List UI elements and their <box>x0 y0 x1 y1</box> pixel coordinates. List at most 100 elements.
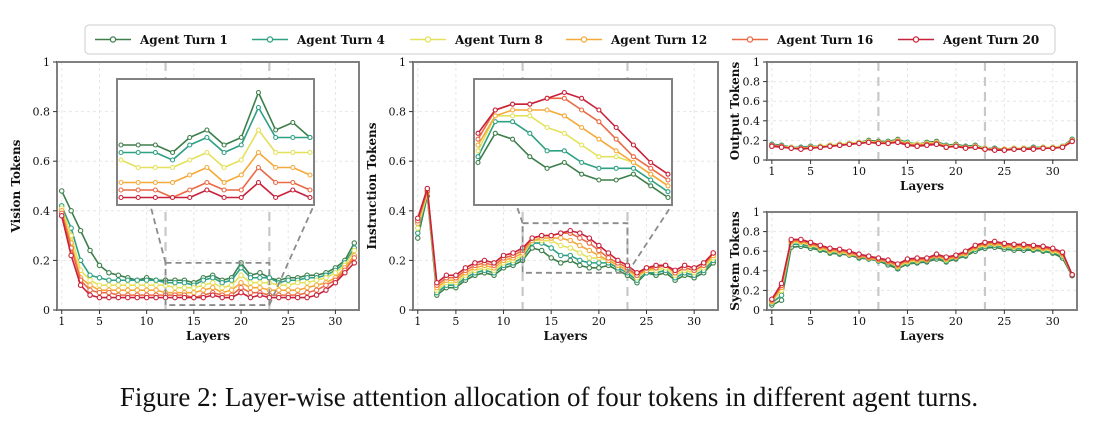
panel-output-tokens-xtick-label: 30 <box>1046 165 1060 178</box>
panel-vision-tokens-inset-point-agent-turn-12-layer-18 <box>221 179 227 186</box>
panel-output-tokens-xtick-label: 20 <box>949 165 963 178</box>
panel-vision-tokens-inset-frame <box>116 78 315 206</box>
panel-output-tokens-point-agent-turn-20-layer-8 <box>836 142 843 149</box>
panel-system-tokens-ytick-label: 0.6 <box>743 245 761 258</box>
panel-system-tokens-point-agent-turn-20-layer-9 <box>846 248 853 254</box>
panel-vision-tokens-inset-series-line-agent-turn-4 <box>121 106 310 161</box>
panel-instruction-tokens-inset-point-agent-turn-8-layer-14 <box>509 113 516 119</box>
panel-vision-tokens-inset-point-agent-turn-20-layer-21 <box>273 194 279 201</box>
panel-output-tokens-ytick-label: 1 <box>753 56 760 69</box>
panel-instruction-tokens-inset-point-agent-turn-1-layer-20 <box>613 177 619 183</box>
panel-output-tokens-ytick-label: 0.2 <box>743 134 761 147</box>
panel-instruction-tokens-xtick-label: 30 <box>687 315 701 328</box>
panel-system-tokens-point-agent-turn-20-layer-12 <box>875 255 882 261</box>
panel-instruction-tokens-point-agent-turn-20-layer-15 <box>548 232 554 239</box>
panel-vision-tokens-point-agent-turn-8-layer-4 <box>87 277 93 283</box>
panel-vision-tokens-ytick-label: 0.4 <box>33 205 51 218</box>
panel-vision-tokens-point-agent-turn-16-layer-29 <box>323 282 329 288</box>
legend-marker-agent-turn-1 <box>109 36 117 43</box>
figure-canvas: Agent Turn 1 Agent Turn 4 Agent Turn 8 Agen… <box>9 24 1078 343</box>
panel-vision-tokens-inset-series-line-agent-turn-16 <box>121 166 311 199</box>
panel-system-tokens-point-agent-turn-20-layer-1 <box>769 296 775 302</box>
panel-output-tokens-xtick-label: 1 <box>768 165 775 178</box>
panel-system-tokens-point-agent-turn-20-layer-24 <box>991 238 998 245</box>
panel-vision-tokens-point-agent-turn-12-layer-8 <box>125 287 131 293</box>
panel-vision-tokens-point-agent-turn-1-layer-6 <box>106 270 112 276</box>
legend-marker-agent-turn-16 <box>746 36 754 43</box>
panel-system-tokens-point-agent-turn-20-layer-17 <box>924 255 930 261</box>
panel-instruction-tokens-point-agent-turn-8-layer-19 <box>586 255 593 261</box>
panel-vision-tokens-point-agent-turn-12-layer-16 <box>200 287 207 293</box>
panel-instruction-tokens-inset-point-agent-turn-12-layer-21 <box>630 159 637 166</box>
panel-vision-tokens-point-agent-turn-20-layer-29 <box>323 287 329 293</box>
panel-vision-tokens-point-agent-turn-20-layer-27 <box>304 294 310 301</box>
panel-output-tokens-point-agent-turn-20-layer-19 <box>943 144 949 151</box>
panel-system-tokens-point-agent-turn-20-layer-32 <box>1069 271 1075 278</box>
panel-vision-tokens-zoom-connector <box>268 204 315 306</box>
panel-output-tokens-point-agent-turn-20-layer-28 <box>1030 146 1037 152</box>
legend-label-agent-turn-20: Agent Turn 20 <box>942 33 1039 47</box>
panel-system-tokens-point-agent-turn-20-layer-21 <box>962 248 969 254</box>
panel-vision-tokens-point-agent-turn-1-layer-4 <box>87 247 93 254</box>
panel-system-tokens-point-agent-turn-20-layer-14 <box>895 261 901 267</box>
panel-vision-tokens-point-agent-turn-12-layer-28 <box>313 282 320 288</box>
legend-label-agent-turn-4: Agent Turn 4 <box>296 33 385 47</box>
panel-instruction-tokens-point-agent-turn-8-layer-1 <box>415 225 421 231</box>
panel-vision-tokens-point-agent-turn-20-layer-17 <box>209 292 216 298</box>
panel-vision-tokens-inset-point-agent-turn-12-layer-23 <box>307 172 313 178</box>
panel-vision-tokens-inset-point-agent-turn-12-layer-17 <box>204 164 210 171</box>
panel-output-tokens-xtick-label: 25 <box>997 165 1011 178</box>
panel-vision-tokens-point-agent-turn-8-layer-8 <box>125 282 131 288</box>
panel-instruction-tokens-inset-point-agent-turn-12-layer-23 <box>665 183 671 189</box>
panel-vision-tokens-inset-point-agent-turn-8-layer-19 <box>238 157 244 163</box>
panel-vision-tokens-point-agent-turn-1-layer-1 <box>58 188 65 194</box>
panel-instruction-tokens-inset-point-agent-turn-4-layer-16 <box>544 148 550 154</box>
panel-vision-tokens-inset-point-agent-turn-8-layer-18 <box>221 164 227 171</box>
panel-system-tokens-ytick-label: 0.8 <box>743 226 761 239</box>
panel-instruction-tokens-point-agent-turn-20-layer-24 <box>634 270 640 276</box>
panel-output-tokens-point-agent-turn-20-layer-3 <box>788 145 794 151</box>
panel-instruction-tokens-point-agent-turn-8-layer-16 <box>557 242 564 249</box>
panel-vision-tokens-point-agent-turn-20-layer-25 <box>285 294 291 301</box>
panel-vision-tokens-point-agent-turn-20-layer-16 <box>200 294 207 301</box>
panel-instruction-tokens-point-agent-turn-20-layer-5 <box>453 272 459 279</box>
panel-instruction-tokens-point-agent-turn-1-layer-1 <box>415 235 421 241</box>
panel-instruction-tokens-inset-point-agent-turn-12-layer-22 <box>648 171 654 177</box>
panel-instruction-tokens-point-agent-turn-20-layer-1 <box>415 215 421 221</box>
panel-instruction-tokens-point-agent-turn-1-layer-14 <box>538 247 545 254</box>
panel-output-tokens-point-agent-turn-20-layer-26 <box>1011 146 1017 152</box>
panel-output-tokens-point-agent-turn-20-layer-10 <box>856 140 862 147</box>
legend-label-agent-turn-12: Agent Turn 12 <box>610 33 707 47</box>
panel-instruction-tokens-inset-point-agent-turn-12-layer-14 <box>509 107 516 113</box>
panel-vision-tokens-inset-point-agent-turn-1-layer-21 <box>273 127 279 133</box>
panel-vision-tokens-inset-point-agent-turn-1-layer-16 <box>187 134 193 141</box>
panel-vision-tokens-inset-point-agent-turn-16-layer-12 <box>118 187 124 193</box>
panel-vision-tokens-point-agent-turn-8-layer-20 <box>238 272 244 279</box>
panel-instruction-tokens-point-agent-turn-20-layer-13 <box>529 235 535 241</box>
panel-vision-tokens-inset-point-agent-turn-20-layer-20 <box>255 179 262 186</box>
panel-instruction-tokens-point-agent-turn-20-layer-21 <box>605 250 612 256</box>
panel-vision-tokens-inset-point-agent-turn-16-layer-21 <box>273 179 279 186</box>
panel-instruction-tokens-point-agent-turn-8-layer-18 <box>577 250 583 256</box>
panel-instruction-tokens-point-agent-turn-20-layer-25 <box>643 265 650 271</box>
panel-vision-tokens-ytick-label: 0.6 <box>33 155 51 168</box>
panel-instruction-tokens-inset-point-agent-turn-1-layer-15 <box>527 154 533 160</box>
panel-vision-tokens-point-agent-turn-20-layer-21 <box>247 294 254 301</box>
panel-instruction-tokens-point-agent-turn-20-layer-10 <box>500 252 507 259</box>
panel-vision-tokens-inset-point-agent-turn-12-layer-19 <box>238 172 244 178</box>
panel-output-tokens-point-agent-turn-20-layer-23 <box>982 146 988 152</box>
panel-vision-tokens-inset-point-agent-turn-8-layer-16 <box>187 157 193 163</box>
panel-instruction-tokens-inset-point-agent-turn-8-layer-18 <box>579 142 585 148</box>
panel-instruction-tokens-inset-point-agent-turn-20-layer-22 <box>648 159 654 166</box>
panel-instruction-tokens-inset-point-agent-turn-20-layer-17 <box>561 89 567 96</box>
panel-vision-tokens-point-agent-turn-4-layer-9 <box>134 277 140 283</box>
panel-vision-tokens-point-agent-turn-16-layer-28 <box>313 287 320 293</box>
panel-vision-tokens-point-agent-turn-8-layer-17 <box>209 279 216 286</box>
panel-vision-tokens-point-agent-turn-12-layer-4 <box>87 282 93 288</box>
panel-system-tokens-xtick-label: 5 <box>807 315 814 328</box>
panel-vision-tokens-inset-point-agent-turn-20-layer-15 <box>170 194 176 201</box>
panel-instruction-tokens-inset-point-agent-turn-12-layer-12 <box>475 142 481 148</box>
panel-vision-tokens-inset-point-agent-turn-16-layer-13 <box>135 187 141 193</box>
